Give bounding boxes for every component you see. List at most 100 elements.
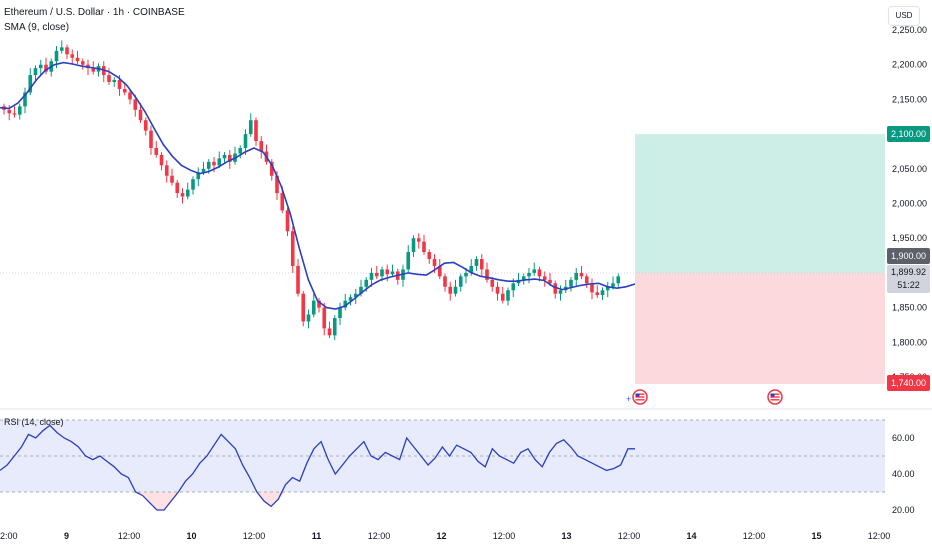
candle-body [432,259,437,266]
currency-button[interactable]: USD [888,6,920,26]
candle-body [416,238,421,242]
candle-body [206,161,211,169]
candle-body [453,286,458,294]
candle-body [275,175,279,194]
sma-legend[interactable]: SMA (9, close) [4,22,70,33]
rsi-legend[interactable]: RSI (14, close) [4,417,64,427]
candle-body [569,279,573,287]
price-axis[interactable]: 2,250.002,200.002,150.002,100.002,050.00… [892,25,927,382]
candle-body [390,271,395,275]
current-price-value: 1,899.92 [890,267,927,277]
price-tick-label: 1,950.00 [892,233,927,243]
price-tick-label: 1,850.00 [892,303,927,313]
candle-body [112,79,117,83]
time-tick-label: 12:00 [743,531,766,541]
us-flag-event-icon[interactable] [632,389,648,405]
candle-body [317,300,321,308]
time-tick-label: 11 [312,531,322,541]
candle-body [406,252,411,270]
candle-body [600,290,605,296]
sma-line [0,61,636,310]
long-position-zones[interactable] [635,134,885,384]
candle-body [495,286,500,294]
time-tick-label: 14 [686,531,696,541]
add-event-icon[interactable]: + [626,394,631,404]
loss-zone[interactable] [635,272,885,384]
candle-body [185,189,190,197]
candle-body [143,120,148,131]
candle-body [191,179,195,190]
candle-body [290,231,295,266]
candle-body [474,259,479,266]
candle-body [7,109,12,114]
candle-body [269,161,274,176]
profit-zone[interactable] [635,134,885,273]
symbol-title[interactable]: Ethereum / U.S. Dollar · 1h · COINBASE [4,7,185,18]
candle-body [201,168,206,173]
candle-body [411,238,416,253]
candle-body [558,290,563,294]
time-tick-label: 10 [186,531,196,541]
candle-body [437,265,442,277]
candle-body [359,286,363,294]
candle-body [485,269,489,280]
stop-price-tag[interactable]: 1,740.00 [887,375,930,391]
rsi-axis[interactable]: 60.00 40.00 20.00 [892,433,915,515]
time-tick-label: 12:00 [618,531,641,541]
candle-body [579,272,584,277]
us-flag-event-icon[interactable] [767,389,783,405]
time-tick-label: 2:00 [0,531,18,541]
candle-body [17,106,22,115]
candle-body [227,154,232,162]
candle-body [374,272,379,277]
candle-body [490,279,495,287]
candle-body [584,276,589,284]
candle-body [59,47,64,51]
candle-body [479,259,484,270]
time-tick-label: 9 [64,531,69,541]
candle-body [506,290,510,301]
entry-price-tag[interactable]: 1,900.00 [887,248,930,264]
candle-body [301,293,306,322]
candle-body [311,300,316,315]
candle-body [248,120,253,135]
target-price-tag[interactable]: 2,100.00 [887,126,930,142]
candle-body [75,57,80,62]
time-tick-label: 15 [811,531,821,541]
rsi-line [0,424,635,511]
price-tick-label: 2,050.00 [892,164,927,174]
current-price-tag: 1,899.92 51:22 [887,265,930,293]
candle-body [164,165,169,176]
candle-body [117,79,122,89]
candle-body [280,193,285,211]
candle-body [458,276,463,287]
candle-body [537,269,542,277]
candle-body [353,293,358,298]
candle-body [385,269,390,275]
rsi-band [0,420,885,492]
candle-body [175,182,180,194]
rsi-oversold-fill [0,492,635,510]
candle-body [343,300,348,308]
candle-body [180,193,185,197]
candle-body [65,47,69,55]
candle-body [595,292,600,296]
candle-body [149,130,153,148]
candle-body [217,158,222,166]
time-tick-label: 12 [436,531,446,541]
candle-body [107,75,111,83]
price-tick-label: 2,150.00 [892,94,927,104]
candle-body [464,272,468,277]
candle-body [54,50,59,62]
candlestick-series [2,40,621,341]
candle-body [212,161,216,166]
candle-body [259,141,264,152]
candle-body [527,272,531,277]
bar-countdown: 51:22 [897,280,920,290]
candle-body [521,276,526,280]
candle-body [348,297,353,301]
candle-body [23,92,27,107]
time-axis[interactable]: 2:00 9 12:00 10 12:00 11 12:00 12 12:00 13 12:00 14… [0,531,890,541]
candle-body [122,88,127,93]
